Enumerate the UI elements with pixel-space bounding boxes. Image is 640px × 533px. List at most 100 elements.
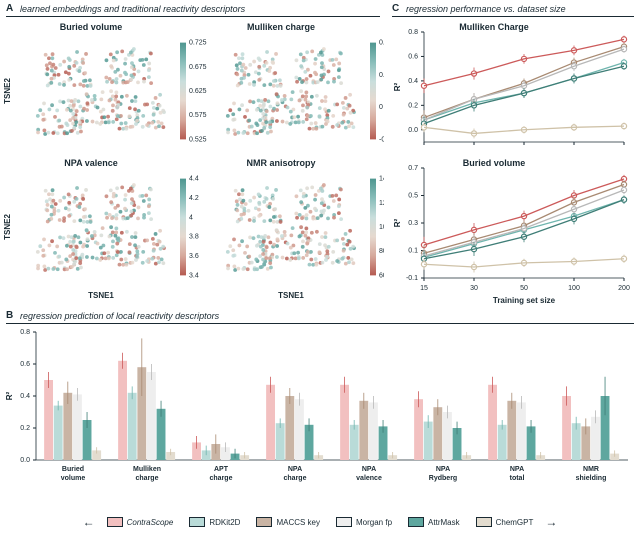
svg-text:0.2: 0.2 [20,425,30,432]
svg-text:valence: valence [356,475,382,482]
svg-text:200: 200 [618,285,630,292]
svg-text:4.4: 4.4 [189,176,199,183]
svg-text:charge: charge [136,475,159,482]
panel-b-label: B [6,310,13,321]
svg-text:0.5: 0.5 [408,193,418,200]
legend-label: MACCS key [276,518,320,527]
svg-text:4: 4 [189,214,193,221]
svg-text:NPA: NPA [436,466,450,473]
svg-text:TSNE2: TSNE2 [3,78,12,104]
panel-c-label: C [392,3,399,14]
panel-a-rule [6,16,380,17]
legend-item-ContraScope: ContraScope [107,517,174,527]
legend-label: ContraScope [127,518,174,527]
svg-text:0.675: 0.675 [189,64,207,71]
svg-text:R²: R² [5,391,14,400]
svg-text:0.3: 0.3 [408,220,418,227]
svg-text:100: 100 [568,285,580,292]
legend-label: ChemGPT [496,518,534,527]
svg-text:Buried volume: Buried volume [463,158,526,168]
svg-text:15: 15 [420,285,428,292]
legend-item-RDKit2D: RDKit2D [189,517,240,527]
svg-text:total: total [510,475,525,482]
panel-b-svg: 0.0 0.2 0.4 0.6 0.8 R² Buried volume Mulliken cha… [0,326,640,501]
legend: ← ContraScope RDKit2D MACCS key Morgan fp At… [0,515,640,529]
svg-text:Mulliken charge: Mulliken charge [247,22,315,32]
svg-text:TSNE1: TSNE1 [278,291,304,300]
svg-text:0.0: 0.0 [20,457,30,464]
legend-swatch [189,517,205,527]
svg-text:0.625: 0.625 [189,88,207,95]
svg-text:50: 50 [520,285,528,292]
svg-text:volume: volume [61,475,86,482]
svg-text:0.7: 0.7 [408,165,418,172]
panel-b-rule [6,323,634,324]
svg-text:0.4: 0.4 [20,393,30,400]
legend-item-ChemGPT: ChemGPT [476,517,534,527]
svg-text:0.6: 0.6 [20,361,30,368]
legend-swatch [256,517,272,527]
legend-arrow-left: ← [83,515,95,529]
panel-a-svg: Buried volume TSNE2 0.525 0.575 0.625 0.675 0.… [0,18,384,308]
svg-text:0.6: 0.6 [408,53,418,60]
svg-text:Buried volume: Buried volume [60,22,123,32]
svg-text:NMR: NMR [583,466,599,473]
panel-c-rule [392,16,634,17]
legend-swatch [336,517,352,527]
svg-text:Rydberg: Rydberg [429,475,457,482]
svg-text:0.8: 0.8 [20,329,30,336]
svg-text:3.4: 3.4 [189,272,199,279]
svg-text:TSNE1: TSNE1 [88,291,114,300]
svg-text:TSNE2: TSNE2 [3,214,12,240]
svg-text:Buried: Buried [62,466,84,473]
svg-text:APT: APT [214,466,229,473]
svg-text:3.8: 3.8 [189,234,199,241]
svg-text:0.525: 0.525 [189,136,207,143]
svg-text:Training set size: Training set size [493,296,556,305]
svg-text:100: 100 [379,224,384,231]
legend-item-AttrMask: AttrMask [408,517,460,527]
svg-text:120: 120 [379,200,384,207]
svg-text:NPA valence: NPA valence [64,158,118,168]
legend-swatch [408,517,424,527]
legend-swatch [476,517,492,527]
svg-text:NPA: NPA [510,466,524,473]
svg-text:30: 30 [470,285,478,292]
legend-label: AttrMask [428,518,460,527]
svg-text:0.8: 0.8 [408,29,418,36]
svg-text:3.6: 3.6 [189,253,199,260]
svg-text:Mulliken: Mulliken [133,466,161,473]
svg-text:60: 60 [379,272,384,279]
svg-text:0.575: 0.575 [189,112,207,119]
svg-text:NPA: NPA [362,466,376,473]
svg-text:0.4: 0.4 [408,78,418,85]
svg-text:0.0: 0.0 [408,127,418,134]
legend-item-MACCS: MACCS key [256,517,320,527]
legend-swatch [107,517,123,527]
svg-text:NPA: NPA [288,466,302,473]
svg-text:Mulliken Charge: Mulliken Charge [459,22,529,32]
svg-text:4.2: 4.2 [189,195,199,202]
svg-text:charge: charge [210,475,233,482]
svg-text:-0.1: -0.1 [406,275,418,282]
svg-text:0.2: 0.2 [379,72,384,79]
panel-c-svg: Mulliken Charge0.00.20.40.60.8R²Buried v… [388,18,638,308]
panel-c-title: regression performance vs. dataset size [406,4,566,14]
legend-label: Morgan fp [356,518,392,527]
svg-text:0: 0 [379,104,383,111]
panel-b-title: regression prediction of local reactivit… [20,311,219,321]
svg-text:80: 80 [379,248,384,255]
svg-text:0.725: 0.725 [189,40,207,47]
svg-text:0.4: 0.4 [379,40,384,47]
svg-text:R²: R² [393,218,402,227]
svg-text:charge: charge [284,475,307,482]
legend-item-Morganfp: Morgan fp [336,517,392,527]
svg-text:R²: R² [393,82,402,91]
svg-text:140: 140 [379,176,384,183]
panel-a-title: learned embeddings and traditional react… [20,4,245,14]
panel-a-label: A [6,3,13,14]
svg-text:NMR anisotropy: NMR anisotropy [246,158,315,168]
svg-text:shielding: shielding [576,475,607,482]
svg-text:0.1: 0.1 [408,248,418,255]
legend-arrow-right: → [545,515,557,529]
